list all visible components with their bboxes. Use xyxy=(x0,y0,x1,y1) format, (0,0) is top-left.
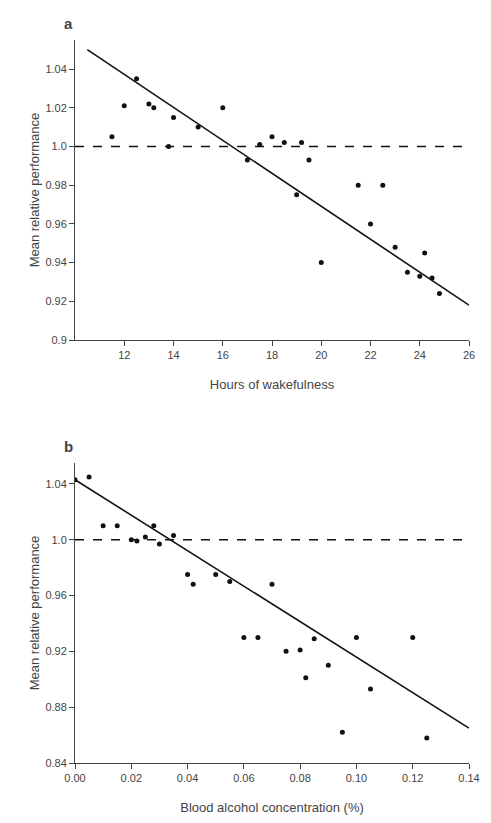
svg-text:0.10: 0.10 xyxy=(346,772,367,784)
svg-text:0.00: 0.00 xyxy=(64,772,85,784)
svg-text:0.9: 0.9 xyxy=(52,334,67,346)
svg-text:0.96: 0.96 xyxy=(45,218,66,230)
svg-text:Mean relative performance: Mean relative performance xyxy=(27,113,42,268)
svg-text:0.84: 0.84 xyxy=(45,757,66,769)
svg-text:a: a xyxy=(64,15,73,32)
svg-text:22: 22 xyxy=(364,349,376,361)
svg-text:12: 12 xyxy=(118,349,130,361)
svg-text:1.0: 1.0 xyxy=(52,534,67,546)
svg-text:0.98: 0.98 xyxy=(45,179,66,191)
svg-text:Blood alcohol concentration (%: Blood alcohol concentration (%) xyxy=(180,800,364,815)
svg-text:18: 18 xyxy=(266,349,278,361)
svg-text:0.92: 0.92 xyxy=(45,295,66,307)
svg-text:24: 24 xyxy=(414,349,426,361)
svg-text:1.02: 1.02 xyxy=(45,102,66,114)
svg-text:20: 20 xyxy=(315,349,327,361)
svg-text:16: 16 xyxy=(217,349,229,361)
svg-text:0.14: 0.14 xyxy=(458,772,479,784)
svg-text:1.04: 1.04 xyxy=(45,478,66,490)
svg-text:0.08: 0.08 xyxy=(289,772,310,784)
svg-text:0.04: 0.04 xyxy=(177,772,198,784)
svg-text:14: 14 xyxy=(167,349,179,361)
svg-text:0.94: 0.94 xyxy=(45,256,66,268)
svg-text:0.06: 0.06 xyxy=(233,772,254,784)
svg-text:1.0: 1.0 xyxy=(52,140,67,152)
svg-text:Mean relative performance: Mean relative performance xyxy=(27,536,42,691)
svg-text:0.88: 0.88 xyxy=(45,701,66,713)
svg-text:0.12: 0.12 xyxy=(402,772,423,784)
svg-text:0.92: 0.92 xyxy=(45,645,66,657)
svg-text:b: b xyxy=(64,438,73,455)
svg-text:0.02: 0.02 xyxy=(121,772,142,784)
svg-text:0.96: 0.96 xyxy=(45,589,66,601)
svg-text:26: 26 xyxy=(463,349,475,361)
svg-text:1.04: 1.04 xyxy=(45,63,66,75)
svg-text:Hours of wakefulness: Hours of wakefulness xyxy=(210,377,335,392)
